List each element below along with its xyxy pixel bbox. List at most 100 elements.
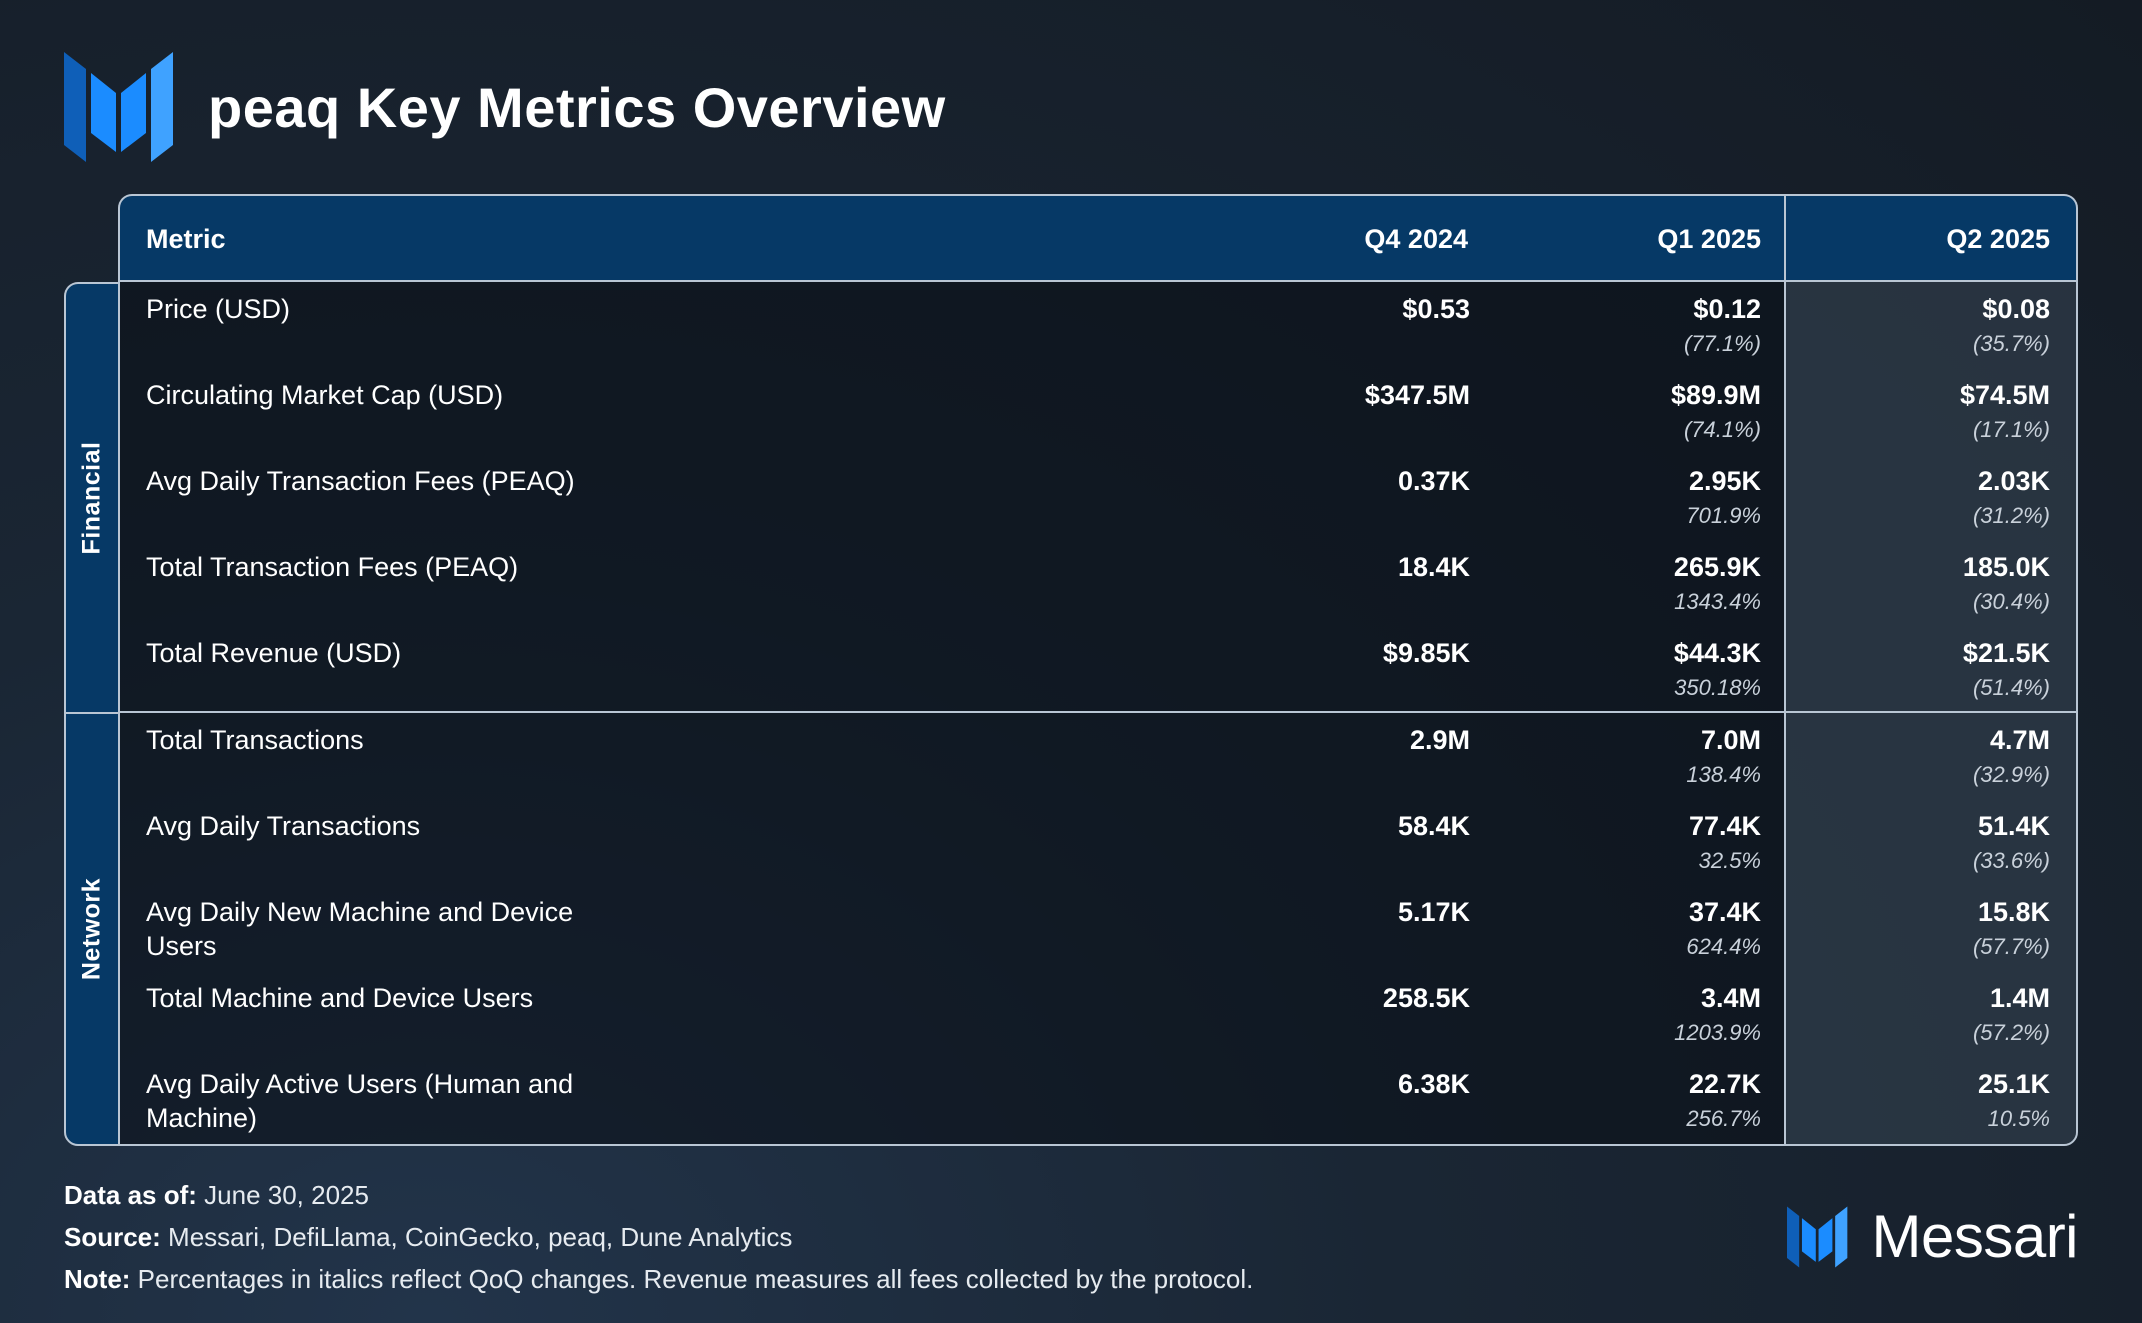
q2-2025-cell: 185.0K (30.4%)	[1963, 550, 2050, 620]
table-row: Price (USD) $0.53 $0.12 (77.1%) $0.08 (35.…	[120, 282, 2076, 368]
page-title: peaq Key Metrics Overview	[208, 75, 946, 139]
q2-2025-change: (57.7%)	[1972, 934, 2050, 959]
q2-2025-cell: $21.5K (51.4%)	[1963, 636, 2050, 706]
q1-2025-value: $44.3K	[1673, 638, 1761, 668]
q2-2025-cell: 2.03K (31.2%)	[1973, 464, 2050, 534]
metric-label: Circulating Market Cap (USD)	[146, 380, 504, 410]
q4-2024-cell: 58.4K	[1398, 809, 1470, 843]
table-row: Avg Daily Transaction Fees (PEAQ) 0.37K …	[120, 454, 2076, 540]
q1-2025-change: 701.9%	[1686, 503, 1761, 528]
q1-2025-cell: $89.9M (74.1%)	[1671, 378, 1761, 448]
q2-column-highlight	[1784, 282, 2076, 1144]
q2-2025-change: 10.5%	[1987, 1106, 2050, 1131]
q4-2024-cell: 2.9M	[1410, 723, 1470, 757]
q1-2025-cell: $0.12 (77.1%)	[1684, 292, 1761, 362]
note-label: Note:	[64, 1264, 131, 1294]
q1-2025-cell: 3.4M 1203.9%	[1674, 981, 1761, 1051]
metric-label: Total Transactions	[146, 725, 364, 755]
q4-2024-cell: $9.85K	[1383, 636, 1470, 670]
q1-2025-change: 624.4%	[1686, 934, 1761, 959]
q1-2025-value: 265.9K	[1673, 552, 1761, 582]
q4-2024-cell: 0.37K	[1398, 464, 1470, 498]
q1-2025-value: $0.12	[1693, 294, 1761, 324]
section-divider	[120, 711, 2076, 713]
q2-2025-cell: 15.8K (57.7%)	[1973, 895, 2050, 965]
q1-2025-value: 3.4M	[1700, 983, 1761, 1013]
brand-logo: Messari	[1787, 1202, 2078, 1271]
source-label: Source:	[64, 1222, 161, 1252]
q2-2025-change: (32.9%)	[1972, 762, 2050, 787]
q4-2024-value: 5.17K	[1397, 897, 1470, 927]
metric-label: Price (USD)	[146, 294, 291, 324]
q2-2025-cell: 51.4K (33.6%)	[1973, 809, 2050, 879]
q4-2024-cell: $0.53	[1402, 292, 1470, 326]
source-line: Source: Messari, DefiLlama, CoinGecko, p…	[64, 1216, 1253, 1258]
table-row: Total Transaction Fees (PEAQ) 18.4K 265.…	[120, 540, 2076, 626]
q1-2025-cell: 265.9K 1343.4%	[1674, 550, 1761, 620]
column-header-metric: Metric	[146, 224, 226, 254]
q4-2024-value: $0.53	[1402, 294, 1470, 324]
q4-2024-cell: $347.5M	[1365, 378, 1470, 412]
q4-2024-value: $347.5M	[1364, 380, 1470, 410]
q2-2025-value: 25.1K	[1977, 1069, 2050, 1099]
q2-2025-change: (35.7%)	[1972, 331, 2050, 356]
q1-2025-cell: 22.7K 256.7%	[1686, 1067, 1761, 1137]
q2-2025-value: 1.4M	[1989, 983, 2050, 1013]
q1-2025-cell: $44.3K 350.18%	[1674, 636, 1761, 706]
q2-2025-value: 51.4K	[1977, 811, 2050, 841]
q4-2024-value: 58.4K	[1397, 811, 1470, 841]
metric-label: Avg Daily New Machine and Device Users	[146, 897, 574, 961]
q2-2025-value: 15.8K	[1977, 897, 2050, 927]
messari-m-logo-icon	[1787, 1206, 1848, 1267]
table-row: Avg Daily Active Users (Human and Machin…	[120, 1057, 2076, 1143]
q2-2025-cell: 1.4M (57.2%)	[1973, 981, 2050, 1051]
q2-2025-change: (30.4%)	[1972, 589, 2050, 614]
q1-2025-change: (77.1%)	[1683, 331, 1761, 356]
q4-2024-value: 2.9M	[1409, 725, 1470, 755]
q2-2025-change: (57.2%)	[1972, 1020, 2050, 1045]
q1-2025-change: (74.1%)	[1683, 417, 1761, 442]
q1-2025-value: 77.4K	[1688, 811, 1761, 841]
column-header-q2-2025: Q2 2025	[1946, 224, 2050, 254]
footer-notes: Data as of: June 30, 2025 Source: Messar…	[64, 1174, 1253, 1300]
metrics-table: Metric Q4 2024 Q1 2025 Q2 2025 Financial…	[64, 194, 2078, 1146]
q2-2025-value: 2.03K	[1977, 466, 2050, 496]
data-as-of-label: Data as of:	[64, 1180, 197, 1210]
section-tab-network: Network	[64, 712, 120, 1146]
q1-2025-change: 32.5%	[1698, 848, 1761, 873]
metric-label: Avg Daily Transactions	[146, 811, 421, 841]
column-divider	[1784, 196, 1786, 280]
q1-2025-value: 7.0M	[1700, 725, 1761, 755]
q2-2025-value: 4.7M	[1989, 725, 2050, 755]
q2-2025-value: 185.0K	[1962, 552, 2050, 582]
table-row: Total Transactions 2.9M 7.0M 138.4% 4.7M (…	[120, 713, 2076, 799]
section-label-network: Network	[77, 877, 106, 981]
q2-2025-change: (33.6%)	[1972, 848, 2050, 873]
table-row: Avg Daily New Machine and Device Users 5…	[120, 885, 2076, 971]
table-body: Price (USD) $0.53 $0.12 (77.1%) $0.08 (35.…	[118, 280, 2078, 1146]
q4-2024-value: 0.37K	[1397, 466, 1470, 496]
metric-label: Avg Daily Active Users (Human and Machin…	[146, 1069, 574, 1133]
q1-2025-change: 1343.4%	[1674, 589, 1761, 614]
table-row: Total Revenue (USD) $9.85K $44.3K 350.18%…	[120, 626, 2076, 712]
section-label-financial: Financial	[77, 441, 106, 555]
q1-2025-value: 2.95K	[1688, 466, 1761, 496]
q1-2025-cell: 7.0M 138.4%	[1686, 723, 1761, 793]
q2-2025-value: $0.08	[1982, 294, 2050, 324]
q2-2025-cell: $74.5M (17.1%)	[1960, 378, 2050, 448]
data-as-of-line: Data as of: June 30, 2025	[64, 1174, 1253, 1216]
brand-name: Messari	[1871, 1203, 2078, 1270]
table-header-row: Metric Q4 2024 Q1 2025 Q2 2025	[118, 194, 2078, 280]
note-line: Note: Percentages in italics reflect QoQ…	[64, 1258, 1253, 1300]
q1-2025-value: $89.9M	[1670, 380, 1761, 410]
q1-2025-cell: 2.95K 701.9%	[1686, 464, 1761, 534]
q4-2024-value: 258.5K	[1382, 983, 1470, 1013]
q4-2024-value: 6.38K	[1397, 1069, 1470, 1099]
column-header-q1-2025: Q1 2025	[1657, 224, 1761, 254]
q2-2025-cell: 4.7M (32.9%)	[1973, 723, 2050, 793]
metric-label: Total Transaction Fees (PEAQ)	[146, 552, 519, 582]
messari-m-logo-icon	[64, 52, 173, 162]
source-value: Messari, DefiLlama, CoinGecko, peaq, Dun…	[168, 1222, 793, 1252]
q1-2025-cell: 37.4K 624.4%	[1686, 895, 1761, 965]
q2-2025-change: (31.2%)	[1972, 503, 2050, 528]
